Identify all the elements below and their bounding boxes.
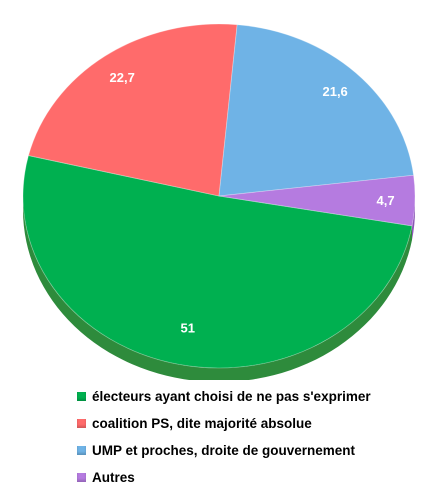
legend-swatch-autres (77, 473, 86, 482)
pie-chart-svg: 51 22,7 21,6 4,7 (22, 23, 416, 380)
pie-chart: 51 22,7 21,6 4,7 (22, 23, 416, 380)
pie-value-label-ump: 21,6 (322, 84, 347, 99)
legend-item-autres: Autres (77, 464, 437, 491)
pie-value-label-autres: 4,7 (377, 193, 395, 208)
legend-label-ump: UMP et proches, droite de gouvernement (92, 443, 356, 458)
pie-depth (23, 196, 415, 380)
legend-swatch-ump (77, 446, 86, 455)
pie-value-labels: 51 22,7 21,6 4,7 (110, 70, 395, 335)
pie-side-autres (412, 196, 415, 240)
pie-slice-ps (27, 23, 238, 197)
pie-top (22, 23, 416, 369)
pie-slice-abstention (22, 155, 413, 369)
pie-value-label-ps: 22,7 (110, 70, 135, 85)
pie-slice-ump (218, 24, 415, 197)
legend-label-abstention: électeurs ayant choisi de ne pas s'expri… (92, 389, 371, 404)
legend-label-autres: Autres (92, 470, 135, 485)
legend-item-ump: UMP et proches, droite de gouvernement (77, 437, 437, 464)
legend-swatch-abstention (77, 392, 86, 401)
pie-value-label-abstention: 51 (181, 320, 195, 335)
legend: électeurs ayant choisi de ne pas s'expri… (77, 383, 437, 491)
legend-label-ps: coalition PS, dite majorité absolue (92, 416, 312, 431)
pie-slice-autres (218, 174, 416, 227)
legend-swatch-ps (77, 419, 86, 428)
legend-item-ps: coalition PS, dite majorité absolue (77, 410, 437, 437)
legend-item-abstention: électeurs ayant choisi de ne pas s'expri… (77, 383, 437, 410)
